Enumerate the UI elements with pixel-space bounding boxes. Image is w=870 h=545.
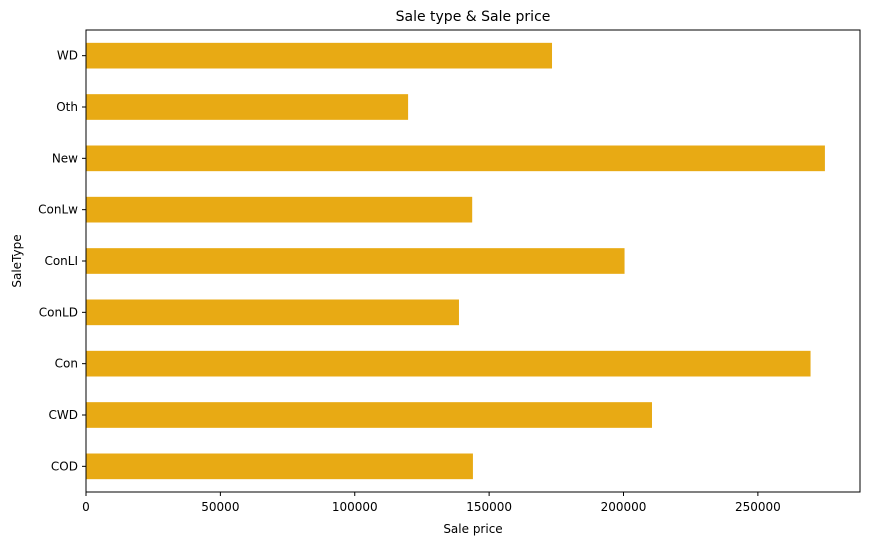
y-tick-label: New [52, 151, 78, 165]
x-tick-label: 0 [82, 500, 90, 514]
y-tick-label: Con [55, 357, 78, 371]
chart-title: Sale type & Sale price [396, 9, 551, 25]
x-tick-label: 100000 [332, 500, 378, 514]
y-tick-label: ConLw [38, 203, 78, 217]
bar-conli [86, 248, 625, 274]
y-axis-ticks: COD CWD Con ConLD ConLI ConLw New Oth WD [38, 49, 86, 473]
y-tick-label: COD [51, 459, 78, 473]
y-axis-label: SaleType [10, 234, 24, 287]
x-tick-label: 150000 [466, 500, 512, 514]
x-tick-label: 250000 [735, 500, 781, 514]
x-tick-label: 200000 [601, 500, 647, 514]
bar-conld [86, 299, 459, 326]
x-tick-label: 50000 [201, 500, 239, 514]
x-axis-ticks: 0 50000 100000 150000 200000 250000 [82, 492, 781, 514]
bars-group [86, 42, 825, 480]
y-tick-label: WD [57, 49, 78, 63]
y-tick-label: Oth [56, 100, 78, 114]
bar-wd [86, 42, 553, 69]
bar-cod [86, 453, 473, 480]
bar-con [86, 350, 811, 377]
y-tick-label: ConLD [39, 305, 78, 319]
x-axis-label: Sale price [443, 522, 502, 536]
y-tick-label: CWD [49, 408, 78, 422]
bar-cwd [86, 402, 652, 428]
plot-frame [85, 29, 861, 493]
bar-oth [86, 94, 409, 120]
y-tick-label: ConLI [44, 254, 78, 268]
bar-conlw [86, 196, 473, 223]
bar-new [86, 145, 825, 172]
